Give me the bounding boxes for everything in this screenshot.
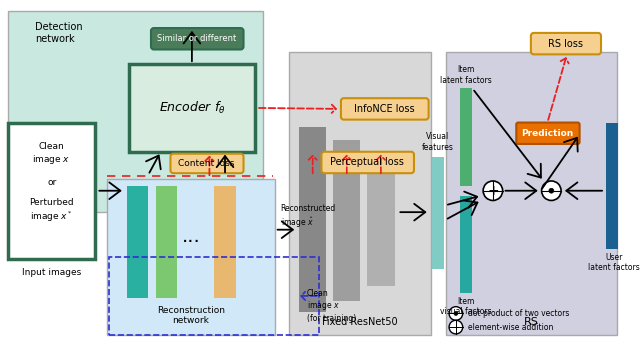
Text: InfoNCE loss: InfoNCE loss bbox=[355, 104, 415, 114]
Text: Reconstruction
network: Reconstruction network bbox=[157, 306, 225, 325]
FancyBboxPatch shape bbox=[8, 122, 95, 259]
FancyBboxPatch shape bbox=[341, 98, 429, 119]
Text: +: + bbox=[487, 184, 499, 198]
Text: Perceptual loss: Perceptual loss bbox=[330, 157, 404, 168]
Text: Content loss: Content loss bbox=[179, 159, 235, 168]
Text: element-wise addition: element-wise addition bbox=[468, 323, 553, 332]
Text: Prediction: Prediction bbox=[522, 129, 573, 138]
Text: RS loss: RS loss bbox=[548, 39, 584, 49]
Circle shape bbox=[549, 188, 554, 193]
FancyBboxPatch shape bbox=[460, 196, 472, 293]
Text: Similar or different: Similar or different bbox=[157, 34, 236, 43]
FancyBboxPatch shape bbox=[127, 186, 148, 298]
FancyBboxPatch shape bbox=[214, 186, 236, 298]
Text: Detection
network: Detection network bbox=[35, 22, 83, 44]
Text: Item
latent factors: Item latent factors bbox=[440, 65, 492, 84]
Circle shape bbox=[449, 306, 463, 320]
Circle shape bbox=[483, 181, 502, 200]
FancyBboxPatch shape bbox=[129, 64, 255, 152]
FancyBboxPatch shape bbox=[460, 88, 472, 186]
FancyBboxPatch shape bbox=[367, 155, 394, 286]
Text: Encoder $f_\theta$: Encoder $f_\theta$ bbox=[159, 100, 225, 116]
FancyBboxPatch shape bbox=[333, 140, 360, 301]
Circle shape bbox=[449, 320, 463, 334]
FancyBboxPatch shape bbox=[516, 122, 580, 144]
FancyBboxPatch shape bbox=[156, 186, 177, 298]
Text: dot product of two vectors: dot product of two vectors bbox=[468, 309, 569, 318]
FancyBboxPatch shape bbox=[531, 33, 601, 55]
Circle shape bbox=[541, 181, 561, 200]
FancyBboxPatch shape bbox=[446, 52, 616, 335]
Text: Clean
image $x$
(for training): Clean image $x$ (for training) bbox=[307, 288, 356, 323]
FancyBboxPatch shape bbox=[107, 179, 275, 335]
Text: Fixed ResNet50: Fixed ResNet50 bbox=[322, 317, 397, 327]
Text: Input images: Input images bbox=[22, 268, 81, 277]
Text: Clean
image $x$

or

Perturbed
image $x^*$: Clean image $x$ or Perturbed image $x^*$ bbox=[29, 142, 74, 224]
FancyBboxPatch shape bbox=[8, 10, 263, 212]
Text: Visual
features: Visual features bbox=[421, 132, 453, 152]
FancyBboxPatch shape bbox=[321, 152, 414, 173]
Text: User
latent factors: User latent factors bbox=[588, 253, 639, 273]
FancyBboxPatch shape bbox=[170, 154, 244, 173]
Circle shape bbox=[454, 312, 458, 316]
FancyBboxPatch shape bbox=[299, 127, 326, 313]
Text: Reconstructed
image $\hat{x}$: Reconstructed image $\hat{x}$ bbox=[280, 204, 336, 230]
FancyBboxPatch shape bbox=[431, 157, 444, 269]
FancyBboxPatch shape bbox=[151, 28, 244, 49]
FancyBboxPatch shape bbox=[289, 52, 431, 335]
Text: Item
visual factors: Item visual factors bbox=[440, 297, 492, 316]
Text: ···: ··· bbox=[182, 233, 200, 252]
Text: RS: RS bbox=[524, 317, 538, 327]
FancyBboxPatch shape bbox=[606, 122, 618, 249]
